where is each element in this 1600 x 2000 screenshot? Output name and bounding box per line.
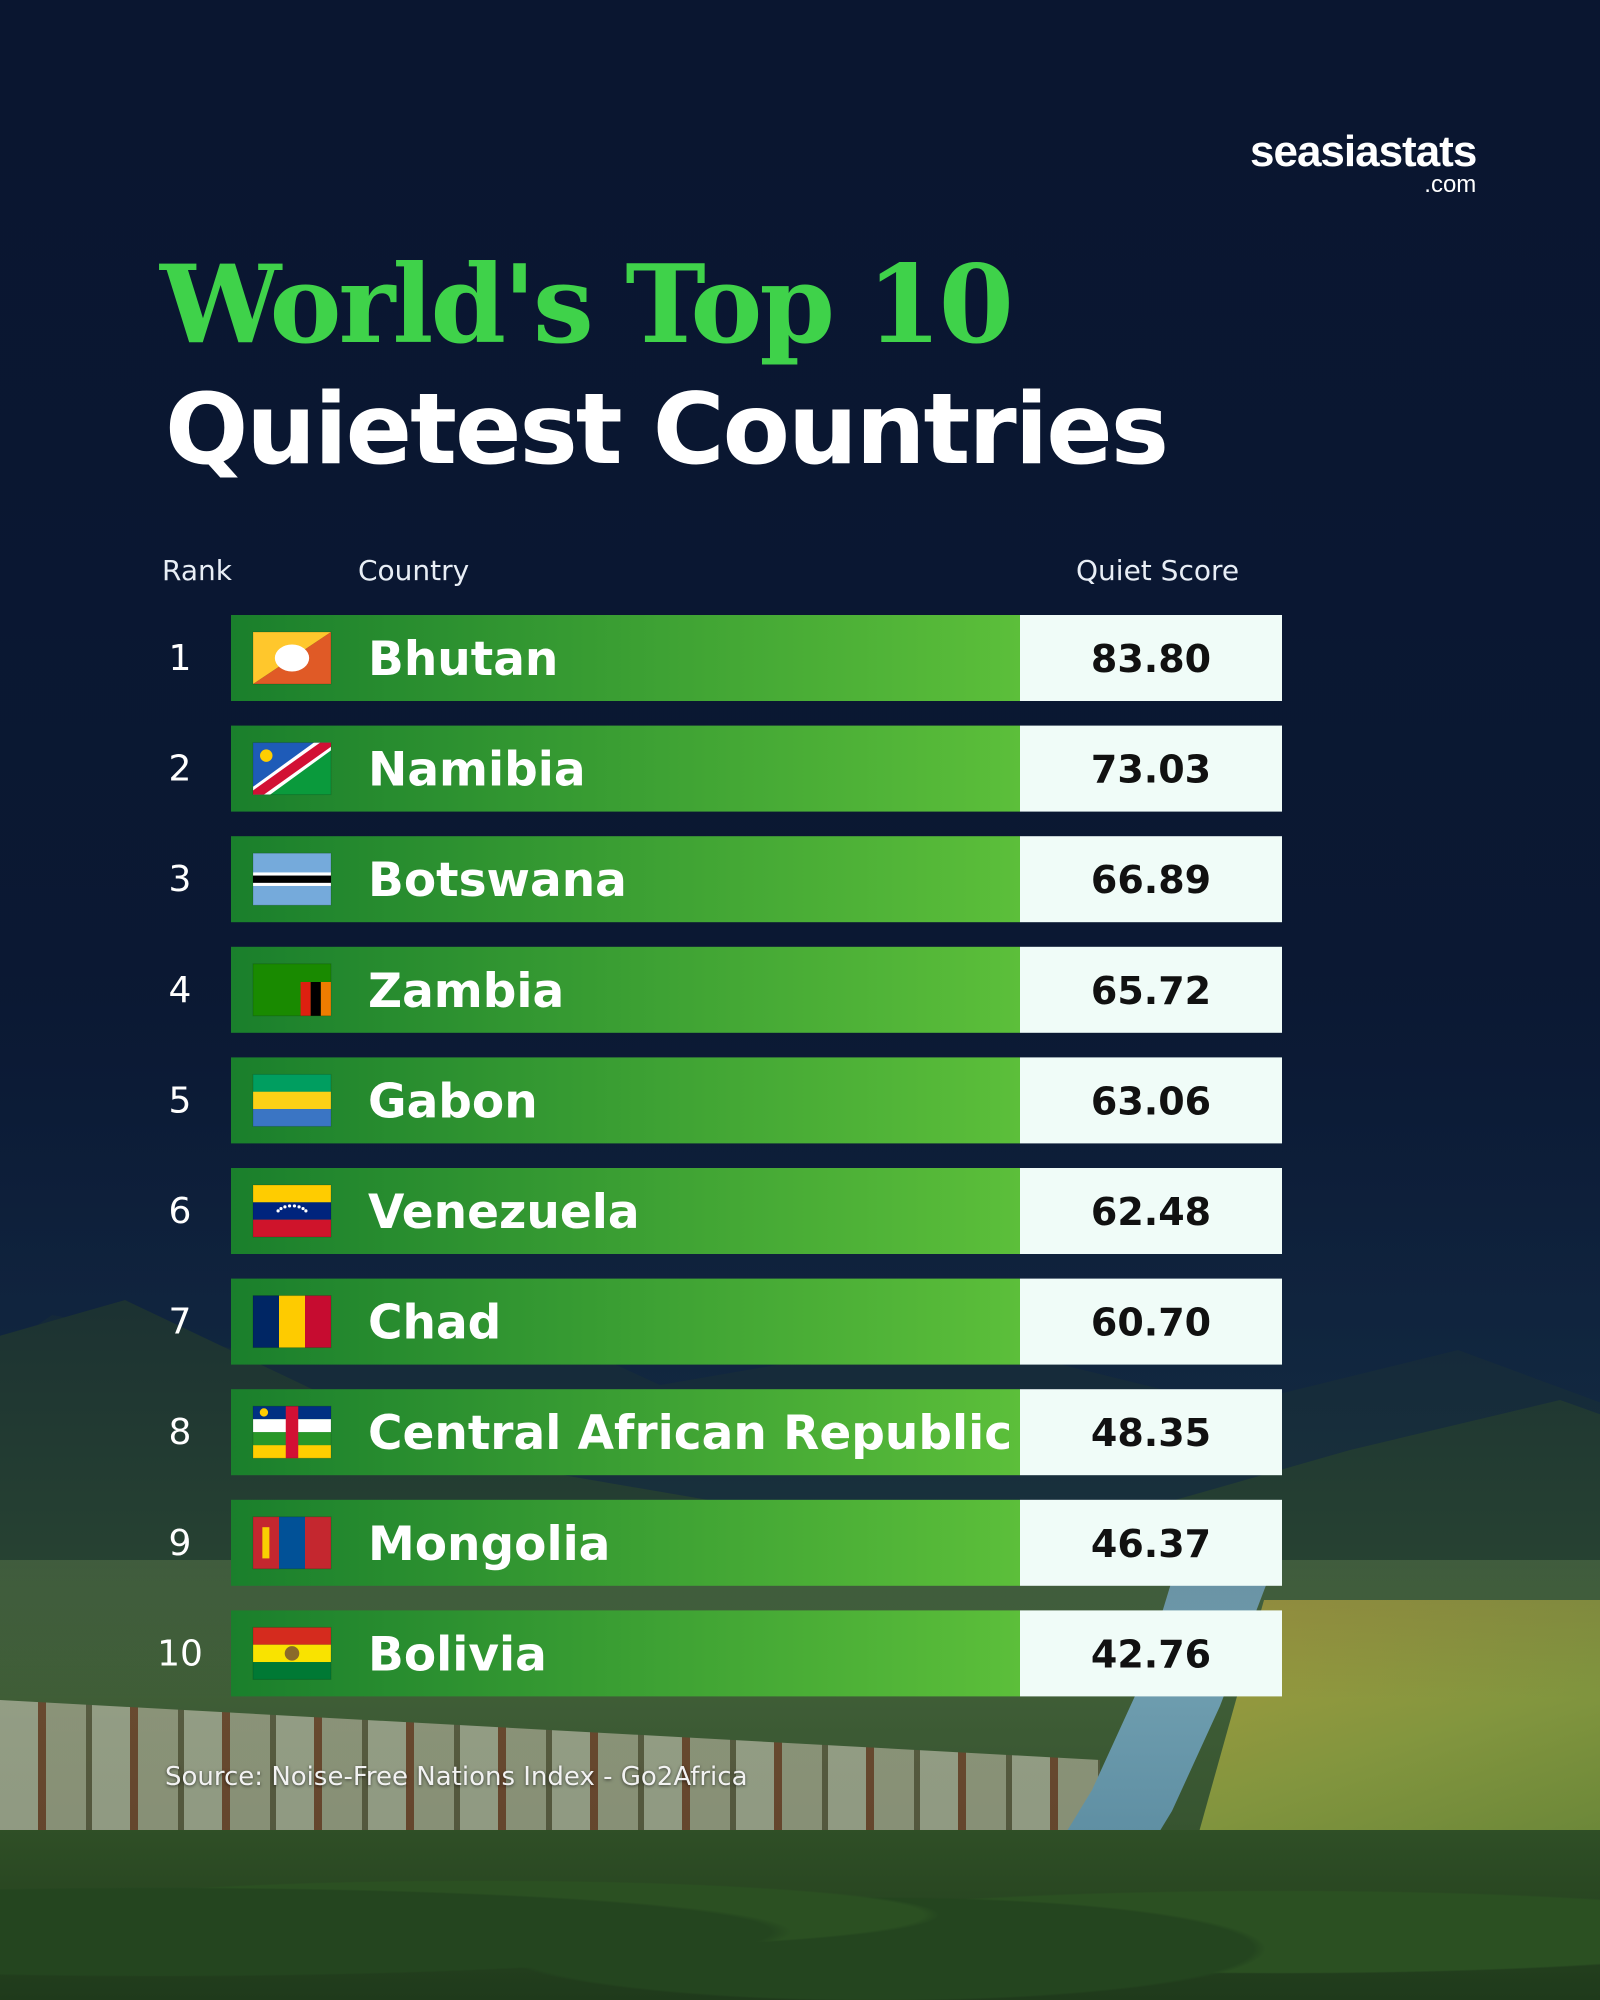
score-cell bbox=[1020, 615, 1282, 701]
country-bar bbox=[231, 1278, 1020, 1365]
country-name: Gabon bbox=[368, 1074, 538, 1129]
country-bar bbox=[231, 836, 1020, 923]
rank-label: 2 bbox=[169, 749, 192, 790]
table-row: 6 Venezuela 62.48 bbox=[169, 1168, 1282, 1254]
table-row: 8 Central African Republic 48.35 bbox=[169, 1389, 1282, 1476]
score-column-header: Quiet Score bbox=[1076, 554, 1240, 587]
gabon-flag-icon bbox=[252, 1073, 332, 1127]
country-bar bbox=[231, 1168, 1020, 1254]
title-line-2: Quietest Countries bbox=[165, 373, 1169, 487]
country-name: Bolivia bbox=[368, 1627, 547, 1682]
chad-flag-icon bbox=[252, 1295, 332, 1349]
bolivia-flag-icon bbox=[252, 1626, 332, 1680]
country-name: Botswana bbox=[368, 853, 627, 908]
quiet-score-label: 66.89 bbox=[1091, 858, 1211, 902]
table-row: 9 Mongolia 46.37 bbox=[169, 1499, 1282, 1586]
brand-logo: seasiastats .com bbox=[1250, 127, 1477, 198]
central-african-republic-flag-icon bbox=[252, 1405, 332, 1459]
score-cell bbox=[1020, 725, 1282, 812]
country-name: Namibia bbox=[368, 743, 586, 798]
table-row: 3 Botswana 66.89 bbox=[169, 836, 1282, 923]
country-bar bbox=[231, 946, 1020, 1033]
quiet-score-label: 46.37 bbox=[1091, 1522, 1211, 1566]
table-row: 5 Gabon 63.06 bbox=[169, 1057, 1282, 1144]
title-line-1: World's Top 10 bbox=[160, 242, 1014, 368]
country-name: Venezuela bbox=[368, 1185, 640, 1240]
mongolia-flag-icon bbox=[252, 1516, 332, 1570]
rank-label: 5 bbox=[169, 1080, 192, 1121]
table-row: 7 Chad 60.70 bbox=[169, 1278, 1282, 1365]
rank-label: 6 bbox=[169, 1191, 192, 1232]
country-name: Mongolia bbox=[368, 1517, 610, 1572]
table-row: 4 Zambia 65.72 bbox=[169, 946, 1282, 1033]
country-bar bbox=[231, 725, 1020, 812]
country-name: Bhutan bbox=[368, 632, 558, 687]
score-cell bbox=[1020, 1278, 1282, 1365]
rank-label: 3 bbox=[169, 859, 192, 900]
brand-name: seasiastats bbox=[1250, 127, 1477, 176]
score-cell bbox=[1020, 836, 1282, 923]
botswana-flag-icon bbox=[252, 852, 332, 906]
score-cell bbox=[1020, 1610, 1282, 1697]
country-bar bbox=[231, 1499, 1020, 1586]
country-column-header: Country bbox=[358, 554, 470, 587]
rank-label: 7 bbox=[169, 1302, 192, 1343]
rank-label: 4 bbox=[169, 970, 192, 1011]
quiet-score-label: 63.06 bbox=[1091, 1079, 1211, 1123]
score-cell bbox=[1020, 1499, 1282, 1586]
bhutan-flag-icon bbox=[252, 631, 332, 685]
zambia-flag-icon bbox=[252, 963, 332, 1017]
country-name: Zambia bbox=[368, 964, 564, 1019]
score-cell bbox=[1020, 1389, 1282, 1476]
source-note: Source: Noise-Free Nations Index - Go2Af… bbox=[165, 1762, 748, 1792]
quiet-score-label: 65.72 bbox=[1091, 969, 1211, 1013]
quiet-score-label: 60.70 bbox=[1091, 1301, 1211, 1345]
quiet-score-label: 48.35 bbox=[1091, 1411, 1211, 1455]
quiet-score-label: 42.76 bbox=[1091, 1632, 1211, 1676]
rank-column-header: Rank bbox=[162, 554, 232, 587]
country-bar bbox=[231, 1610, 1020, 1697]
score-cell bbox=[1020, 1168, 1282, 1254]
score-cell bbox=[1020, 946, 1282, 1033]
country-bar bbox=[231, 615, 1020, 701]
rank-label: 10 bbox=[157, 1633, 203, 1674]
quiet-score-label: 73.03 bbox=[1091, 748, 1211, 792]
table-row: 1 Bhutan 83.80 bbox=[169, 615, 1282, 701]
table-row: 10 Bolivia 42.76 bbox=[157, 1610, 1282, 1697]
quiet-score-label: 83.80 bbox=[1091, 637, 1211, 681]
brand-suffix: .com bbox=[1424, 171, 1477, 198]
table-row: 2 Namibia 73.03 bbox=[169, 725, 1282, 812]
rank-label: 1 bbox=[169, 638, 192, 679]
score-cell bbox=[1020, 1057, 1282, 1144]
country-bar bbox=[231, 1389, 1020, 1476]
venezuela-flag-icon bbox=[252, 1184, 332, 1238]
namibia-flag-icon bbox=[252, 742, 332, 796]
country-name: Central African Republic bbox=[368, 1406, 1012, 1461]
country-bar bbox=[231, 1057, 1020, 1144]
rank-label: 9 bbox=[169, 1523, 192, 1564]
country-name: Chad bbox=[368, 1296, 501, 1351]
quiet-score-label: 62.48 bbox=[1091, 1190, 1211, 1234]
rank-label: 8 bbox=[169, 1412, 192, 1453]
